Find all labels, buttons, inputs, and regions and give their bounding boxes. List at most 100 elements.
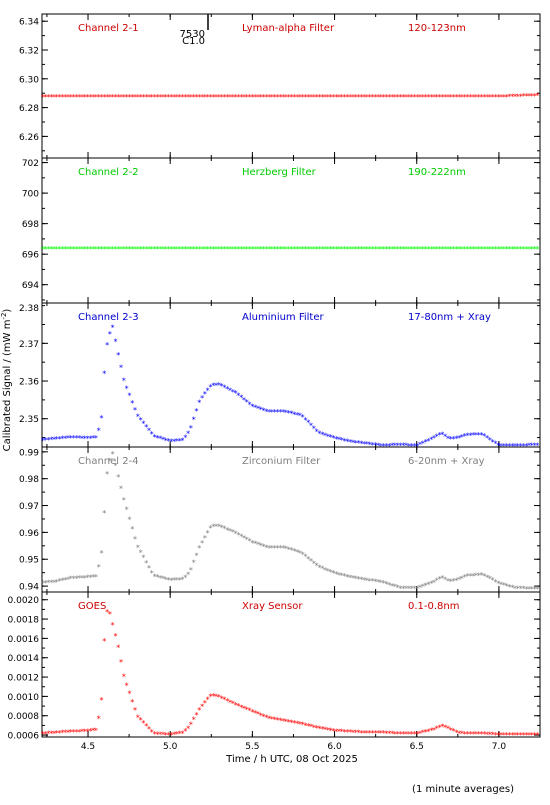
data-point: * <box>270 408 274 417</box>
data-point: * <box>41 93 45 102</box>
data-point: * <box>429 245 433 254</box>
data-point: * <box>130 698 134 707</box>
data-point: * <box>317 245 321 254</box>
data-point: * <box>499 731 503 740</box>
data-point: * <box>502 731 506 740</box>
data-point: * <box>368 93 372 102</box>
data-point: * <box>317 725 321 734</box>
data-point: * <box>259 405 263 414</box>
data-point: * <box>312 93 316 102</box>
data-point: * <box>200 702 204 711</box>
data-point: * <box>136 413 140 422</box>
data-point: * <box>58 245 62 254</box>
data-point: * <box>535 731 539 740</box>
data-point: * <box>477 431 481 440</box>
data-point: * <box>343 572 347 581</box>
data-point: * <box>225 697 229 706</box>
data-point: * <box>284 408 288 417</box>
data-point: * <box>507 731 511 740</box>
data-point: * <box>421 439 425 448</box>
data-point: * <box>535 441 539 450</box>
data-point: * <box>225 245 229 254</box>
data-point: * <box>155 93 159 102</box>
data-point: * <box>516 92 520 101</box>
data-point: * <box>200 245 204 254</box>
data-point: * <box>334 570 338 579</box>
data-point: * <box>454 728 458 737</box>
data-point: * <box>306 93 310 102</box>
data-point: * <box>181 437 185 446</box>
data-point: * <box>49 245 53 254</box>
data-point: * <box>164 93 168 102</box>
data-point: * <box>200 539 204 548</box>
data-point: * <box>144 93 148 102</box>
data-point: * <box>239 93 243 102</box>
data-point: * <box>122 93 126 102</box>
data-point: * <box>44 245 48 254</box>
data-point: * <box>323 431 327 440</box>
data-point: * <box>488 575 492 584</box>
data-point: * <box>396 93 400 102</box>
data-point: * <box>141 245 145 254</box>
data-point: * <box>217 245 221 254</box>
data-point: * <box>99 549 103 558</box>
data-point: * <box>97 427 101 436</box>
data-point: * <box>373 245 377 254</box>
data-point: * <box>468 245 472 254</box>
data-point: * <box>122 496 126 505</box>
data-point: * <box>77 434 81 443</box>
data-point: * <box>477 93 481 102</box>
data-point: * <box>108 245 112 254</box>
data-point: * <box>94 726 98 735</box>
data-point: * <box>329 93 333 102</box>
data-point: * <box>295 245 299 254</box>
data-point: * <box>91 245 95 254</box>
data-point: * <box>102 509 106 518</box>
data-point: * <box>418 93 422 102</box>
data-point: * <box>278 245 282 254</box>
data-point: * <box>270 245 274 254</box>
data-point: * <box>127 93 131 102</box>
data-point: * <box>376 729 380 738</box>
data-point: * <box>535 585 539 594</box>
data-point: * <box>287 545 291 554</box>
data-point: * <box>331 93 335 102</box>
chart-panels: 6.26 6.28 6.30 6.32 6.34 Channel 2-1 Lyman-alp… <box>8 13 541 742</box>
data-point: * <box>91 727 95 736</box>
data-point: * <box>432 726 436 735</box>
data-point: * <box>365 245 369 254</box>
data-point: * <box>295 93 299 102</box>
data-point: * <box>74 574 78 583</box>
data-point: * <box>77 245 81 254</box>
data-point: * <box>312 425 316 434</box>
data-point: * <box>83 93 87 102</box>
data-point: * <box>306 245 310 254</box>
data-point: * <box>527 731 531 740</box>
data-point: * <box>186 93 190 102</box>
data-point: * <box>301 93 305 102</box>
data-point: * <box>83 245 87 254</box>
data-point: * <box>242 396 246 405</box>
data-point: * <box>357 729 361 738</box>
data-point: * <box>488 731 492 740</box>
data-point: * <box>401 441 405 450</box>
data-point: * <box>60 729 64 738</box>
data-point: * <box>340 93 344 102</box>
data-point: * <box>359 575 363 584</box>
data-point: * <box>220 93 224 102</box>
data-point: * <box>189 93 193 102</box>
data-point: * <box>312 245 316 254</box>
data-point: * <box>189 245 193 254</box>
flare-annotation-top: 7530 <box>180 29 205 40</box>
data-point: * <box>317 429 321 438</box>
data-point: * <box>236 702 240 711</box>
data-point: * <box>245 398 249 407</box>
data-point: * <box>460 93 464 102</box>
data-point: * <box>55 435 59 444</box>
data-point: * <box>225 385 229 394</box>
data-point: * <box>197 245 201 254</box>
x-tick-label: 5.5 <box>245 742 259 752</box>
data-point: * <box>424 438 428 447</box>
data-point: * <box>373 729 377 738</box>
